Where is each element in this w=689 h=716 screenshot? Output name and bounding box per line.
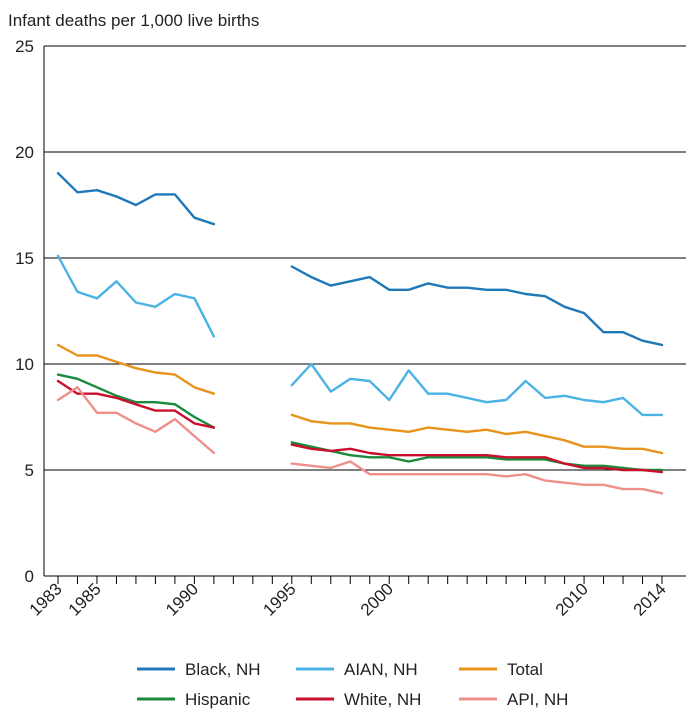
series-total	[56, 343, 664, 455]
series-line	[56, 343, 216, 395]
legend-label: Hispanic	[185, 690, 251, 709]
series-line	[56, 171, 216, 226]
series-hispanic	[56, 373, 664, 472]
y-axis-title: Infant deaths per 1,000 live births	[8, 11, 259, 30]
legend-item: Hispanic	[137, 690, 251, 709]
series-lines	[56, 171, 664, 495]
series-line	[56, 379, 216, 429]
series-aian-nh	[56, 254, 664, 417]
series-line	[56, 254, 216, 338]
series-line	[290, 413, 664, 455]
series-black-nh	[56, 171, 664, 347]
series-line	[56, 386, 216, 455]
y-tick-labels: 0 5 10 15 20 25	[15, 37, 34, 586]
y-tick-label: 15	[15, 249, 34, 268]
legend-label: Total	[507, 660, 543, 679]
y-tick-label: 0	[25, 567, 34, 586]
x-tick-label: 1985	[65, 579, 105, 619]
y-tick-label: 5	[25, 461, 34, 480]
legend-item: AIAN, NH	[296, 660, 418, 679]
y-tick-label: 20	[15, 143, 34, 162]
series-line	[56, 373, 216, 429]
series-line	[290, 265, 664, 347]
x-tick-label: 2014	[630, 579, 670, 619]
legend-item: Total	[459, 660, 543, 679]
x-axis	[43, 46, 686, 584]
y-tick-label: 10	[15, 355, 34, 374]
gridlines	[44, 45, 686, 471]
series-line	[290, 362, 664, 417]
legend-label: AIAN, NH	[344, 660, 418, 679]
legend-item: API, NH	[459, 690, 568, 709]
legend: Black, NH AIAN, NH Total Hispanic White, NH A…	[137, 660, 568, 709]
series-api-nh	[56, 386, 664, 495]
series-white-nh	[56, 379, 664, 474]
y-tick-label: 25	[15, 37, 34, 56]
legend-label: API, NH	[507, 690, 568, 709]
series-line	[290, 443, 664, 474]
legend-label: White, NH	[344, 690, 421, 709]
x-tick-label: 1995	[259, 579, 299, 619]
legend-label: Black, NH	[185, 660, 261, 679]
x-tick-label: 2000	[357, 579, 397, 619]
x-tick-label: 2010	[552, 579, 592, 619]
series-line	[290, 441, 664, 472]
legend-item: White, NH	[296, 690, 421, 709]
series-line	[290, 460, 664, 495]
legend-item: Black, NH	[137, 660, 261, 679]
x-tick-label: 1990	[162, 579, 202, 619]
